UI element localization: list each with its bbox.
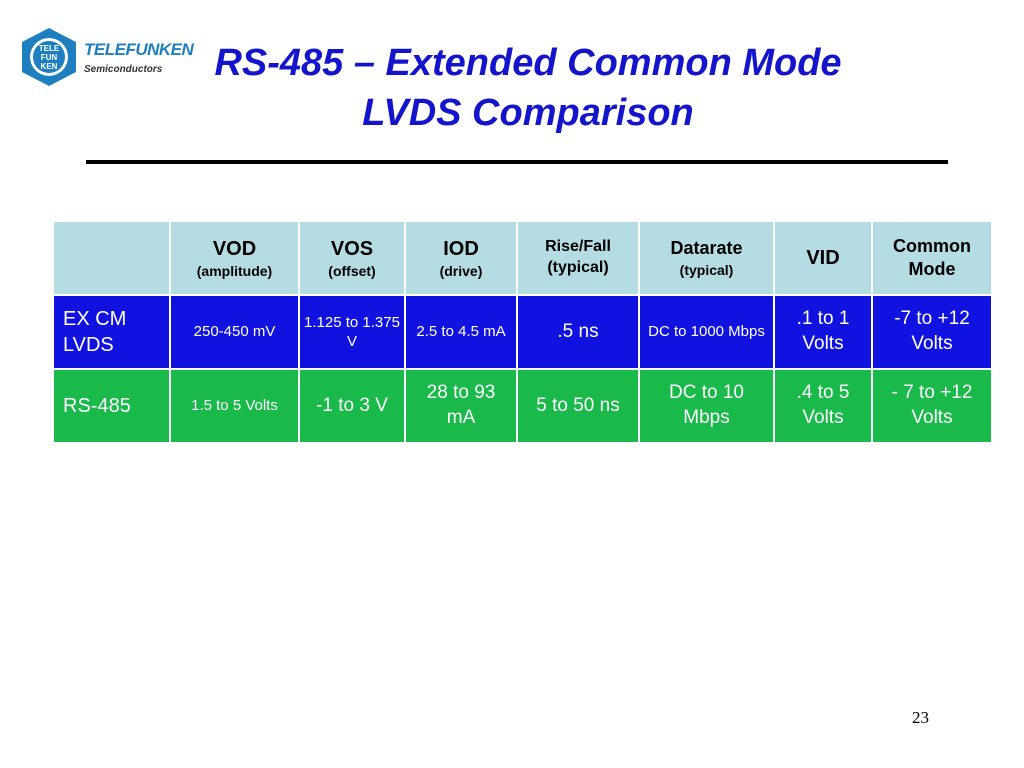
table-header-row: VOD (amplitude) VOS (offset) IOD (drive)…	[52, 220, 993, 296]
cell-rs485-vod: 1.5 to 5 Volts	[169, 368, 300, 444]
svg-text:FUN: FUN	[41, 53, 58, 62]
cell-lvds-common-mode: -7 to +12 Volts	[871, 294, 993, 370]
header-datarate-label: Datarate	[670, 238, 743, 259]
cell-lvds-vod: 250-450 mV	[169, 294, 300, 370]
header-mode-label: Mode	[908, 259, 956, 279]
header-datarate-sub: (typical)	[679, 261, 734, 278]
cell-rs485-iod: 28 to 93 mA	[404, 368, 518, 444]
header-iod-label: IOD	[443, 237, 479, 260]
cell-rs485-vid: .4 to 5 Volts	[773, 368, 873, 444]
comparison-table: VOD (amplitude) VOS (offset) IOD (drive)…	[52, 220, 993, 444]
slide-title: RS-485 – Extended Common Mode LVDS Compa…	[90, 38, 966, 138]
cell-lvds-risefall: .5 ns	[516, 294, 640, 370]
logo-subtitle-text: Semiconductors	[84, 64, 163, 75]
header-common-label: Common	[893, 235, 971, 256]
header-cell-vid: VID	[773, 220, 873, 296]
header-cell-empty	[52, 220, 171, 296]
cell-rs485-datarate: DC to 10 Mbps	[638, 368, 775, 444]
svg-text:KEN: KEN	[41, 62, 58, 71]
telefunken-seal-icon: TELE FUN KEN	[22, 28, 76, 86]
page-number: 23	[912, 708, 929, 727]
header-risefall-sub: (typical)	[547, 259, 609, 276]
row-label-ex-cm-lvds: EX CM LVDS	[52, 294, 171, 370]
cell-lvds-iod: 2.5 to 4.5 mA	[404, 294, 518, 370]
cell-rs485-common-mode: - 7 to +12 Volts	[871, 368, 993, 444]
cell-lvds-datarate: DC to 1000 Mbps	[638, 294, 775, 370]
header-cell-datarate: Datarate (typical)	[638, 220, 775, 296]
header-cell-risefall: Rise/Fall (typical)	[516, 220, 640, 296]
row-label-rs-485: RS-485	[52, 368, 171, 444]
cell-rs485-vos: -1 to 3 V	[298, 368, 406, 444]
cell-lvds-vos: 1.125 to 1.375 V	[298, 294, 406, 370]
header-vos-label: VOS	[330, 237, 374, 260]
logo-brand-text: TELEFUNKEN	[84, 40, 194, 59]
table-row-ex-cm-lvds: EX CM LVDS 250-450 mV 1.125 to 1.375 V 2…	[52, 294, 993, 370]
header-cell-iod: IOD (drive)	[404, 220, 518, 296]
cell-lvds-vid: .1 to 1 Volts	[773, 294, 873, 370]
header-iod-sub: (drive)	[439, 262, 483, 279]
telefunken-logo: TELE FUN KEN TELEFUNKEN Semiconductors	[18, 26, 194, 86]
table-row-rs-485: RS-485 1.5 to 5 Volts -1 to 3 V 28 to 93…	[52, 368, 993, 444]
header-vid-label: VID	[806, 247, 840, 269]
svg-text:TELE: TELE	[39, 44, 60, 53]
header-cell-vos: VOS (offset)	[298, 220, 406, 296]
header-cell-vod: VOD (amplitude)	[169, 220, 300, 296]
cell-rs485-risefall: 5 to 50 ns	[516, 368, 640, 444]
title-divider	[86, 160, 948, 164]
slide-title-line2: LVDS Comparison	[362, 92, 694, 134]
header-vos-sub: (offset)	[328, 262, 376, 279]
header-risefall-label: Rise/Fall	[545, 238, 611, 256]
header-vod-sub: (amplitude)	[196, 262, 273, 279]
header-cell-common-mode: Common Mode	[871, 220, 993, 296]
slide-title-line1: RS-485 – Extended Common Mode	[214, 42, 842, 84]
header-vod-label: VOD	[212, 237, 257, 260]
